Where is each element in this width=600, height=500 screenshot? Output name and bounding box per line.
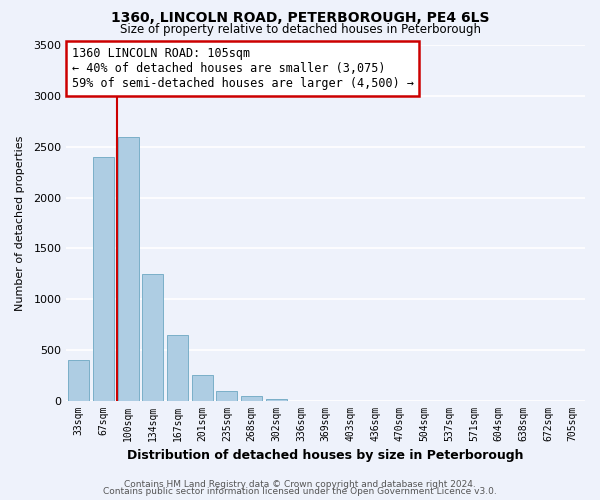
Text: 1360 LINCOLN ROAD: 105sqm
← 40% of detached houses are smaller (3,075)
59% of se: 1360 LINCOLN ROAD: 105sqm ← 40% of detac… [71,47,413,90]
Text: Contains public sector information licensed under the Open Government Licence v3: Contains public sector information licen… [103,487,497,496]
Text: Contains HM Land Registry data © Crown copyright and database right 2024.: Contains HM Land Registry data © Crown c… [124,480,476,489]
X-axis label: Distribution of detached houses by size in Peterborough: Distribution of detached houses by size … [127,450,524,462]
Bar [266,398,287,401]
Y-axis label: Number of detached properties: Number of detached properties [15,136,25,310]
Bar [118,136,139,401]
Text: Size of property relative to detached houses in Peterborough: Size of property relative to detached ho… [119,22,481,36]
Bar [68,360,89,401]
Bar [191,374,212,401]
Bar [93,157,114,401]
Bar [167,335,188,401]
Text: 1360, LINCOLN ROAD, PETERBOROUGH, PE4 6LS: 1360, LINCOLN ROAD, PETERBOROUGH, PE4 6L… [111,11,489,25]
Bar [217,391,238,401]
Bar [241,396,262,401]
Bar [142,274,163,401]
